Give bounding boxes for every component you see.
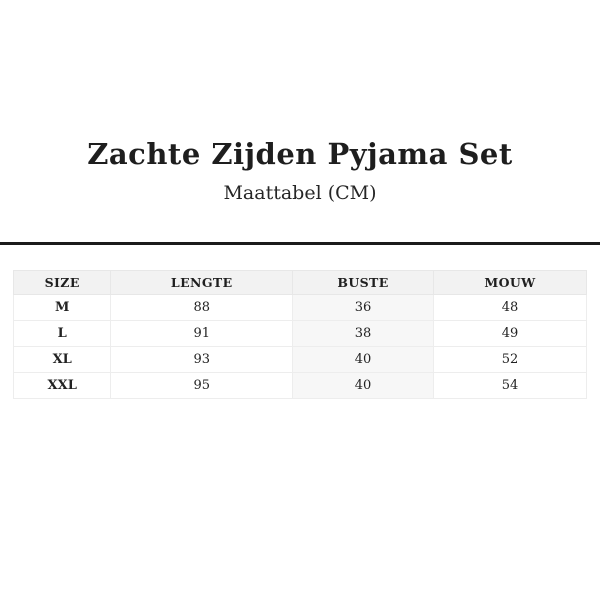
mouw-cell: 52 (433, 345, 587, 373)
header-row: SIZE LENGTE BUSTE MOUW (12, 269, 587, 295)
buste-cell: 40 (292, 371, 434, 399)
lengte-cell: 95 (110, 371, 294, 399)
buste-cell: 38 (292, 319, 434, 347)
header-cell-buste: BUSTE (292, 269, 434, 295)
size-cell: XL (12, 345, 112, 373)
page-subtitle: Maattabel (CM) (223, 181, 377, 204)
mouw-cell: 48 (433, 293, 587, 321)
size-table-body: M 88 36 48 L 91 38 49 XL 93 40 52 (12, 293, 587, 399)
size-cell: XXL (12, 371, 112, 399)
header-cell-size: SIZE (12, 269, 112, 295)
mouw-cell: 49 (433, 319, 587, 347)
lengte-cell: 88 (110, 293, 294, 321)
size-table-container: SIZE LENGTE BUSTE MOUW M 88 36 48 L 91 3… (12, 269, 587, 399)
buste-cell: 36 (292, 293, 434, 321)
table-row: XL 93 40 52 (12, 345, 587, 373)
header-cell-mouw: MOUW (433, 269, 587, 295)
table-row: XXL 95 40 54 (12, 371, 587, 399)
page-title: Zachte Zijden Pyjama Set (87, 137, 513, 171)
size-cell: L (12, 319, 112, 347)
mouw-cell: 54 (433, 371, 587, 399)
lengte-cell: 93 (110, 345, 294, 373)
size-table: SIZE LENGTE BUSTE MOUW M 88 36 48 L 91 3… (12, 269, 587, 399)
buste-cell: 40 (292, 345, 434, 373)
size-table-header: SIZE LENGTE BUSTE MOUW (12, 269, 587, 295)
header-cell-lengte: LENGTE (110, 269, 294, 295)
table-row: L 91 38 49 (12, 319, 587, 347)
size-cell: M (12, 293, 112, 321)
divider-line (0, 241, 600, 245)
table-row: M 88 36 48 (12, 293, 587, 321)
lengte-cell: 91 (110, 319, 294, 347)
